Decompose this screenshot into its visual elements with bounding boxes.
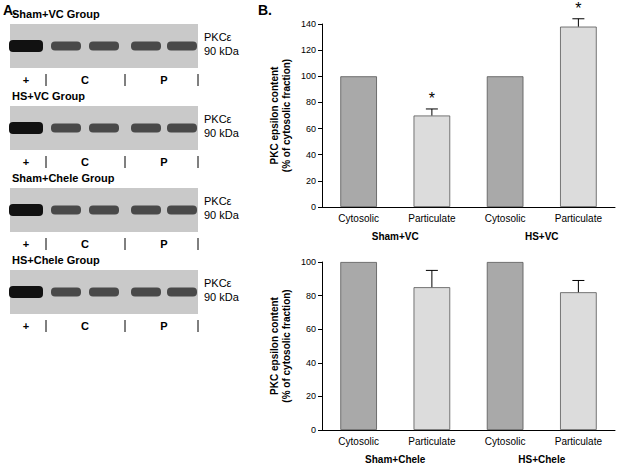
svg-text:Particulate: Particulate (555, 436, 603, 447)
svg-text:P: P (160, 238, 167, 250)
svg-text:Particulate: Particulate (408, 213, 456, 224)
svg-text:90 kDa: 90 kDa (204, 45, 240, 57)
svg-text:Particulate: Particulate (408, 436, 456, 447)
svg-text:PKCε: PKCε (204, 277, 232, 289)
svg-text:C: C (81, 238, 89, 250)
svg-text:HS+VC Group: HS+VC Group (12, 90, 85, 102)
svg-text:C: C (81, 320, 89, 332)
svg-text:60: 60 (306, 324, 316, 334)
svg-text:Sham+VC Group: Sham+VC Group (12, 8, 100, 20)
svg-text:140: 140 (301, 19, 316, 29)
svg-text:PKCε: PKCε (204, 31, 232, 43)
svg-text:Cytosolic: Cytosolic (338, 436, 379, 447)
svg-text:120: 120 (301, 45, 316, 55)
svg-text:80: 80 (306, 291, 316, 301)
svg-text:B.: B. (258, 2, 272, 18)
svg-text:HS+Chele Group: HS+Chele Group (12, 254, 100, 266)
svg-text:+: + (23, 320, 29, 332)
svg-text:(% of cytosolic fraction): (% of cytosolic fraction) (281, 59, 292, 172)
svg-text:+: + (23, 238, 29, 250)
svg-text:HS+VC: HS+VC (525, 231, 559, 242)
svg-text:PKC epsilon content: PKC epsilon content (269, 66, 280, 164)
svg-text:C: C (81, 156, 89, 168)
svg-text:Sham+Chele: Sham+Chele (365, 454, 426, 465)
svg-text:0: 0 (311, 425, 316, 435)
svg-text:100: 100 (301, 257, 316, 267)
svg-text:0: 0 (311, 202, 316, 212)
svg-text:*: * (429, 90, 435, 107)
svg-text:PKCε: PKCε (204, 195, 232, 207)
svg-text:20: 20 (306, 176, 316, 186)
svg-text:90 kDa: 90 kDa (204, 291, 240, 303)
svg-text:+: + (23, 74, 29, 86)
svg-text:P: P (160, 320, 167, 332)
svg-text:A.: A. (3, 2, 17, 18)
svg-text:Particulate: Particulate (555, 213, 603, 224)
svg-text:(% of cytosolic fraction): (% of cytosolic fraction) (281, 289, 292, 402)
svg-text:90 kDa: 90 kDa (204, 127, 240, 139)
svg-text:Cytosolic: Cytosolic (485, 436, 526, 447)
svg-text:20: 20 (306, 391, 316, 401)
svg-text:C: C (81, 74, 89, 86)
svg-text:90 kDa: 90 kDa (204, 209, 240, 221)
svg-text:Cytosolic: Cytosolic (338, 213, 379, 224)
svg-text:Sham+Chele Group: Sham+Chele Group (12, 172, 115, 184)
svg-text:HS+Chele: HS+Chele (518, 454, 565, 465)
svg-text:P: P (160, 156, 167, 168)
svg-text:80: 80 (306, 97, 316, 107)
svg-text:PKCε: PKCε (204, 113, 232, 125)
svg-text:+: + (23, 156, 29, 168)
svg-text:Cytosolic: Cytosolic (485, 213, 526, 224)
svg-text:PKC epsilon content: PKC epsilon content (269, 296, 280, 394)
svg-text:40: 40 (306, 358, 316, 368)
svg-text:P: P (160, 74, 167, 86)
svg-text:Sham+VC: Sham+VC (372, 231, 419, 242)
svg-text:100: 100 (301, 71, 316, 81)
svg-text:40: 40 (306, 150, 316, 160)
svg-text:*: * (575, 0, 581, 17)
svg-text:60: 60 (306, 124, 316, 134)
